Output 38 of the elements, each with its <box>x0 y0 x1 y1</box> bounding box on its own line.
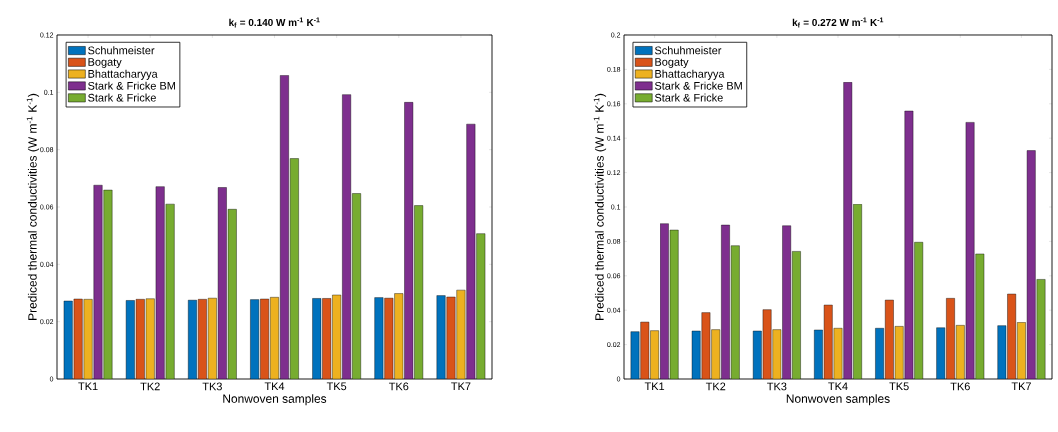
x-tick-label: TK7 <box>1011 382 1031 391</box>
x-tick-label: TK6 <box>950 382 970 391</box>
x-axis-title: Nonwoven samples <box>223 394 327 406</box>
bar <box>103 189 113 379</box>
y-axis-title: Prediced thermal conductivities (W m$^{-1}$ K$^{-1}$) <box>26 93 40 320</box>
x-tick-label: TK1 <box>78 382 98 391</box>
x-tick-label: TK4 <box>828 382 848 391</box>
x-tick-label: TK6 <box>388 382 409 391</box>
x-tick-label: TK2 <box>140 382 160 391</box>
y-axis-title: Prediced thermal conductivities (W m$^{-1}$ K$^{-1}$) <box>593 93 607 320</box>
legend-label: Bogaty <box>655 58 689 68</box>
legend-label: Bogaty <box>88 58 122 68</box>
bar <box>93 185 103 379</box>
x-tick-label: TK4 <box>264 382 285 391</box>
x-tick-label: TK7 <box>451 382 471 391</box>
bar <box>456 289 466 379</box>
x-tick-label: TK2 <box>705 382 726 391</box>
x-tick-label: TK1 <box>644 382 665 391</box>
x-axis-title: Nonwoven samples <box>786 394 890 406</box>
legend-label: Stark & Fricke <box>88 93 156 102</box>
x-tick-label: TK3 <box>767 382 787 391</box>
legend-label: Schuhmeister <box>88 46 155 55</box>
legend-label: Stark & Fricke BM <box>654 81 742 90</box>
bar <box>1036 279 1046 379</box>
legend-label: Schuhmeister <box>654 46 722 55</box>
bar <box>83 299 93 379</box>
x-tick-label: TK5 <box>889 382 909 391</box>
legend-label: Bhattacharyya <box>655 69 725 80</box>
x-tick-label: TK3 <box>202 382 222 391</box>
legend-label: Stark & Fricke <box>654 93 723 102</box>
bar <box>833 328 843 379</box>
chart-title: k$_{f}$ = 0.140 W m$^{-1}$ K$^{-1}$ <box>229 17 320 28</box>
bar <box>436 295 446 379</box>
chart-title: k$_{f}$ = 0.272 W m$^{-1}$ K$^{-1}$ <box>792 17 884 28</box>
bar <box>446 296 456 379</box>
x-tick-label: TK5 <box>326 382 347 391</box>
legend-label: Bhattacharyya <box>88 69 158 80</box>
legend-label: Stark & Fricke BM <box>88 81 175 90</box>
